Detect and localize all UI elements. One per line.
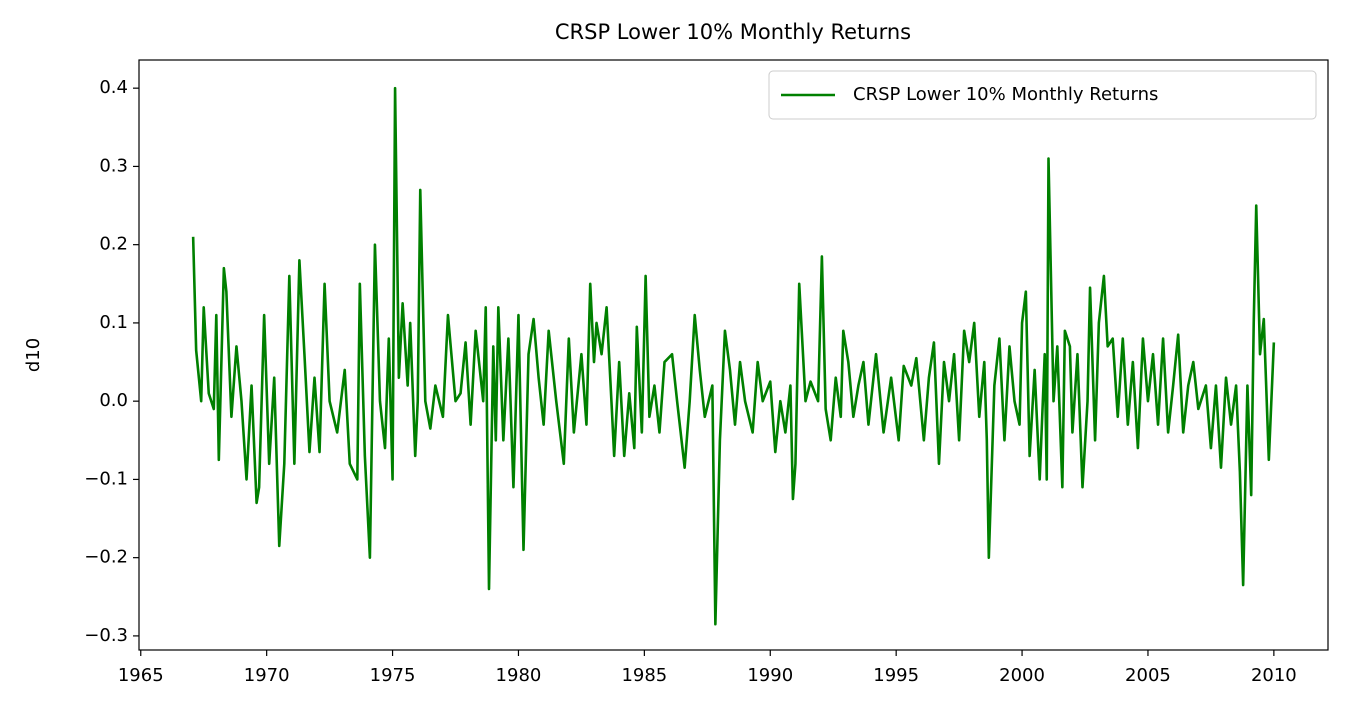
y-tick-label: −0.2	[84, 547, 128, 568]
x-tick-label: 1975	[370, 665, 416, 686]
x-tick-label: 2000	[999, 665, 1045, 686]
x-tick-label: 2010	[1251, 665, 1297, 686]
x-tick-label: 1995	[873, 665, 919, 686]
legend-box	[768, 70, 1317, 120]
legend-label: CRSP Lower 10% Monthly Returns	[853, 84, 1158, 105]
y-tick-label: −0.1	[84, 468, 128, 489]
x-tick-label: 1965	[118, 665, 164, 686]
x-tick-label: 1990	[747, 665, 793, 686]
axes-frame	[138, 59, 1329, 651]
y-tick-label: 0.4	[99, 77, 128, 98]
x-tick-label: 2005	[1125, 665, 1171, 686]
y-tick-label: 0.0	[99, 390, 128, 411]
y-tick-label: 0.2	[99, 234, 128, 255]
x-tick-label: 1985	[621, 665, 667, 686]
y-tick-label: 0.3	[99, 155, 128, 176]
x-tick-label: 1980	[496, 665, 542, 686]
y-tick-label: −0.3	[84, 625, 128, 646]
y-axis-label: d10	[23, 338, 44, 372]
x-tick-label: 1970	[244, 665, 290, 686]
chart-title: CRSP Lower 10% Monthly Returns	[555, 20, 911, 44]
y-tick-label: 0.1	[99, 312, 128, 333]
data-line	[191, 86, 1276, 626]
